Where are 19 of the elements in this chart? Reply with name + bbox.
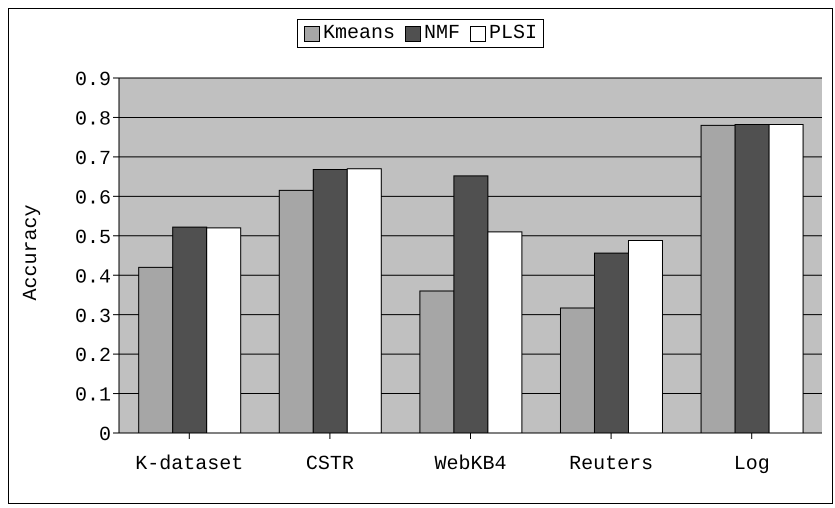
legend-label: Kmeans [322, 22, 395, 45]
legend-label: PLSI [488, 22, 538, 45]
y-tick-label: 0.4 [74, 266, 111, 290]
x-tick-label: CSTR [306, 453, 354, 476]
y-tick-label: 0 [98, 424, 111, 448]
y-tick-label: 0.9 [74, 69, 111, 92]
x-tick-label: Reuters [569, 453, 654, 476]
y-tick-label: 0.2 [74, 345, 111, 368]
y-tick-label: 0.8 [74, 108, 111, 132]
x-tick-label: Log [734, 453, 770, 476]
x-tick-label: WebKB4 [434, 453, 507, 476]
y-tick-label: 0.1 [74, 384, 111, 408]
y-tick-label: 0.7 [74, 148, 111, 171]
y-tick-label: 0.5 [74, 226, 111, 250]
y-tick-label: 0.3 [74, 306, 111, 329]
x-tick-label: K-dataset [135, 453, 244, 476]
y-axis-title: Accuracy [20, 204, 44, 300]
y-tick-label: 0.6 [74, 187, 111, 210]
legend-label: NMF [422, 22, 460, 45]
